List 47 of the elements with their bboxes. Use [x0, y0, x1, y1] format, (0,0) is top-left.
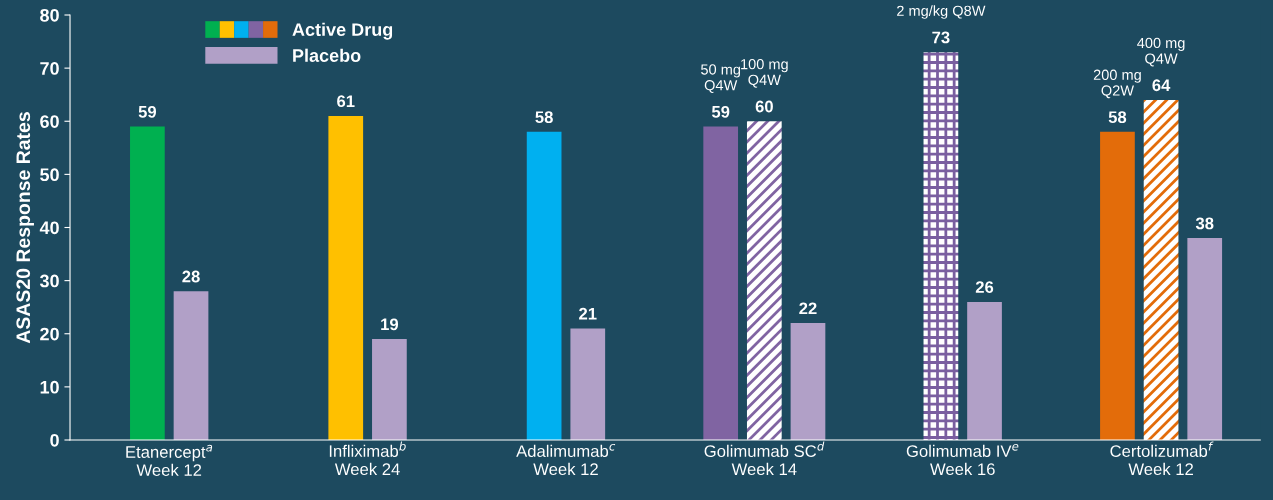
data-label: 38 [1195, 217, 1214, 230]
data-label: 28 [182, 270, 200, 283]
legend-label: Active Drug [292, 22, 393, 40]
bar [328, 115, 364, 440]
data-label: 26 [975, 281, 994, 294]
annotation: 100 mg Q4W [741, 59, 788, 88]
data-label: 64 [1152, 79, 1171, 92]
y-tick-label: 80 [40, 8, 59, 22]
category-label: Golimumab SC$^{d}$ Week 14 [704, 441, 825, 476]
data-label: 58 [1108, 111, 1127, 124]
y-axis-title: ASAS20 Response Rates [16, 112, 34, 344]
y-tick-label: 40 [39, 221, 59, 235]
annotation: 2 mg/kg Q8W [897, 5, 986, 19]
annotation: 400 mg Q4W [1137, 37, 1185, 67]
data-label: 59 [711, 105, 730, 118]
y-tick-label: 20 [40, 327, 59, 341]
bar [967, 301, 1002, 440]
y-tick-label: 30 [39, 274, 59, 288]
data-label: 60 [755, 100, 773, 113]
bar [173, 291, 209, 440]
data-label: 19 [381, 318, 399, 331]
annotation: 200 mg Q2W [1093, 69, 1141, 99]
data-label: 59 [138, 105, 157, 118]
category-label: Golimumab IV$^{e}$ Week 16 [906, 443, 1019, 476]
x-tick-label: Etanercept$^{a}$ Week 12 [126, 444, 213, 477]
annotation: 50 mg Q4W [701, 64, 741, 93]
bar [130, 126, 165, 440]
y-tick-label: 60 [40, 115, 59, 128]
y-tick-label: 0 [50, 433, 59, 447]
category-label: Certolizumab$^{f}$ Week 12 [1110, 441, 1214, 476]
legend-label: Placebo [293, 48, 361, 62]
data-label: 21 [579, 307, 597, 320]
data-label: 61 [337, 95, 355, 108]
bar [526, 131, 562, 440]
bar [746, 121, 782, 440]
data-label: 73 [932, 31, 950, 44]
y-tick-label: 10 [40, 380, 59, 394]
data-label: 58 [535, 111, 553, 124]
bar [923, 52, 959, 440]
y-tick-label: 70 [40, 62, 59, 75]
bar [570, 328, 606, 440]
x-tick-label: Infliximab$^{b}$ Week 24 [329, 441, 406, 476]
bar [372, 339, 407, 440]
category-label: Adalimumab$^{c}$ Week 12 [516, 443, 616, 476]
data-label: 22 [799, 302, 817, 315]
bar [1143, 100, 1179, 440]
y-tick-label: 50 [40, 168, 59, 182]
